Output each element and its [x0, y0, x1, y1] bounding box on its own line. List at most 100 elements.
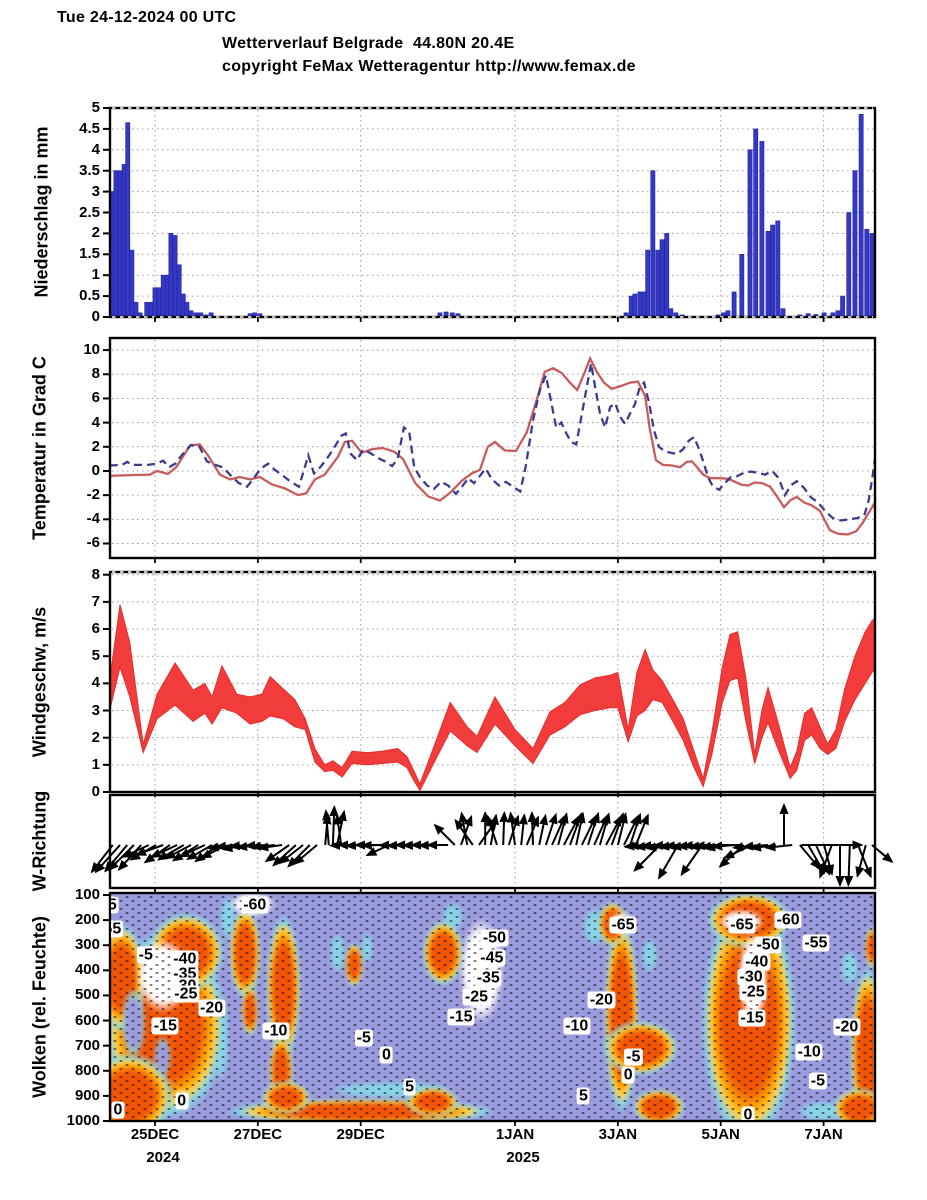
- panel-border: [108, 336, 877, 560]
- windspeed-band: [110, 604, 875, 792]
- wind-direction-arrow: [336, 809, 347, 846]
- precip-bar: [632, 293, 638, 317]
- precip-bar: [184, 302, 190, 317]
- wind-direction-arrow: [657, 844, 679, 880]
- y-tick-label: 3: [91, 182, 100, 200]
- contour-label: -20: [587, 991, 615, 1009]
- precip-bar: [650, 170, 656, 317]
- date-tick-label: 1JAN: [495, 1126, 535, 1143]
- y-tick-label: 0: [91, 308, 100, 325]
- precip-bar: [252, 312, 258, 317]
- wind-direction-arrow: [333, 813, 343, 846]
- precip-bar: [176, 264, 182, 317]
- precip-bar: [257, 313, 263, 317]
- precip-bar: [637, 291, 643, 317]
- temperature-lines: [110, 355, 875, 536]
- precip-bar: [125, 122, 131, 317]
- wind-direction-arrow: [365, 844, 390, 857]
- precip-bar: [673, 312, 679, 317]
- wind-direction-arrow: [527, 811, 537, 846]
- contour-label: -40: [743, 953, 771, 971]
- precip-bar: [208, 312, 214, 317]
- contour-label: 0: [379, 1046, 393, 1064]
- precip-bar: [821, 312, 827, 317]
- y-tick-label: 2: [91, 728, 100, 746]
- y-tick-label: -2: [86, 486, 100, 504]
- precip-bar: [869, 233, 875, 317]
- precipitation-bars: [110, 113, 875, 317]
- precip-bar: [668, 308, 674, 317]
- contour-label: 5: [403, 1078, 417, 1096]
- y-tick-label: 100: [74, 886, 100, 903]
- contour-label: -50: [754, 936, 782, 954]
- precip-bar: [747, 149, 753, 317]
- y-tick-label: 1: [91, 755, 100, 773]
- contour-label: -10: [262, 1022, 290, 1040]
- wind-direction-arrow: [823, 844, 835, 876]
- wind-direction-arrow: [489, 813, 499, 846]
- precip-bar: [813, 314, 819, 317]
- wind-direction-arrow: [818, 844, 833, 879]
- precip-bar: [858, 113, 864, 317]
- contour-label: 55: [111, 920, 124, 938]
- contour-label: -25: [739, 983, 767, 1001]
- y-tick-label: 200: [74, 911, 100, 929]
- contour-label: -65: [609, 916, 637, 934]
- contour-label: -60: [774, 911, 802, 929]
- panel-border: [108, 793, 877, 890]
- wind-direction-arrow: [264, 844, 290, 863]
- precip-bar: [117, 170, 123, 317]
- precip-bar: [172, 235, 178, 317]
- contour-label: -65: [728, 916, 756, 934]
- wind-direction-arrow: [598, 812, 611, 846]
- y-tick-label: 300: [74, 936, 100, 954]
- y-tick-label: 6: [91, 389, 100, 407]
- wind-direction-arrow: [844, 844, 854, 887]
- y-tick-label: 3: [91, 701, 100, 719]
- y-tick-label: 3.5: [79, 161, 100, 179]
- precip-bar: [765, 231, 771, 317]
- wind-direction-arrow: [149, 844, 178, 858]
- precip-bar: [840, 295, 846, 317]
- contour-label: -5: [136, 946, 155, 964]
- y-tick-label: 7: [91, 592, 100, 610]
- precip-bar: [152, 287, 158, 317]
- y-tick-label: 2.5: [79, 203, 100, 221]
- wind-direction-arrow: [486, 814, 498, 846]
- precip-bar: [129, 249, 135, 317]
- date-tick-label: 29DEC: [336, 1126, 385, 1143]
- contour-label: 0: [175, 1092, 189, 1110]
- y-tick-label: 2: [91, 224, 100, 242]
- contour-label: -15: [151, 1017, 179, 1035]
- page-title: Wetterverlauf Belgrade 44.80N 20.4E: [222, 35, 515, 52]
- precip-bar: [247, 313, 253, 317]
- contour-label: -35: [474, 969, 502, 987]
- panel-border: [108, 891, 877, 1123]
- wind-direction-arrow: [460, 814, 473, 846]
- y-tick-label: 5: [91, 647, 100, 665]
- wind-direction-arrow: [680, 844, 704, 877]
- contour-label: -25: [172, 985, 200, 1003]
- wind-direction-arrow: [433, 823, 456, 846]
- date-tick-label: 7JAN: [804, 1126, 843, 1143]
- y-tick-label: 400: [74, 961, 100, 979]
- contour-label: -45: [478, 949, 506, 967]
- wind-direction-arrow: [94, 844, 121, 874]
- precip-bar: [156, 287, 162, 317]
- wind-direction-arrow: [857, 844, 872, 879]
- precip-bar: [864, 228, 870, 317]
- y-tick-label: 5: [91, 99, 100, 116]
- wind-direction-arrow: [329, 805, 339, 846]
- contour-label: -20: [833, 1018, 861, 1036]
- date-tick-label: 3JAN: [598, 1126, 638, 1143]
- y-tick-label: 900: [74, 1086, 100, 1104]
- contour-label: -5: [624, 1048, 643, 1066]
- contour-label: 0: [111, 1101, 125, 1119]
- y-tick-label: 0.5: [79, 287, 100, 305]
- y-tick-label: 10: [83, 341, 100, 359]
- precip-bar: [846, 212, 852, 317]
- wind-direction-arrow: [322, 809, 332, 846]
- contour-label: 0: [741, 1106, 755, 1120]
- precip-bar: [148, 302, 154, 317]
